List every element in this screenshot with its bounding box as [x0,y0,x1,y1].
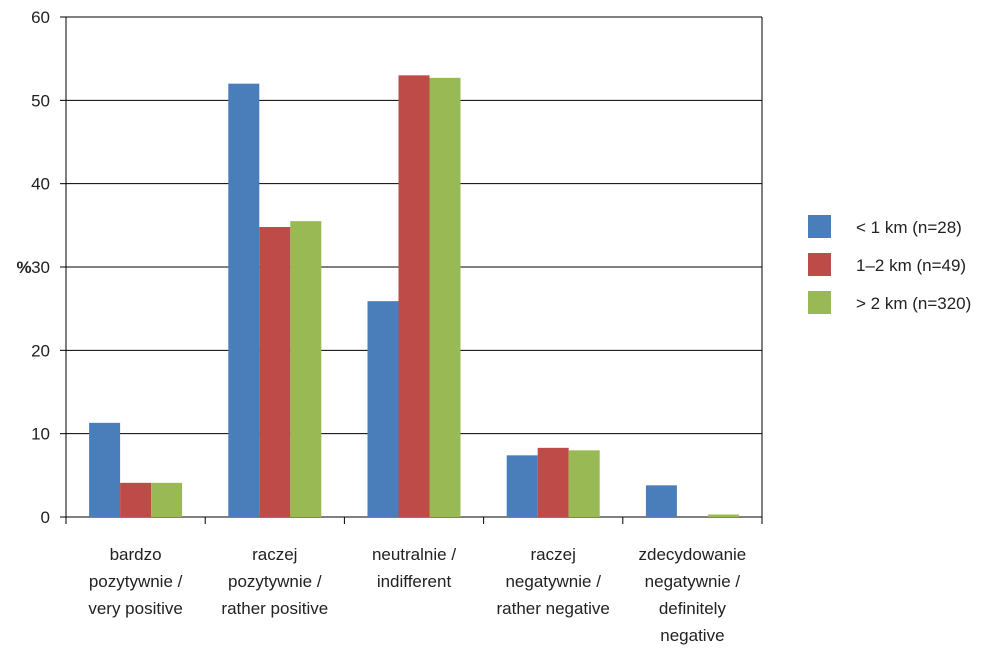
x-tick-label: indifferent [377,572,452,591]
x-tick-label: bardzo [110,545,162,564]
bar [151,482,183,517]
y-tick-label: 10 [31,425,50,444]
x-tick-label: pozytywnie / [228,572,322,591]
x-tick-label: raczej [252,545,297,564]
bar [228,83,260,518]
bar [537,447,569,517]
bar [89,422,121,517]
bar [707,514,739,517]
y-tick-label: 50 [31,91,50,110]
legend-swatch [808,215,831,238]
bar [259,227,291,517]
bar [568,450,600,517]
x-tick-label: raczej [531,545,576,564]
x-tick-label: pozytywnie / [89,572,183,591]
x-tick-label: negatywnie / [645,572,741,591]
x-tick-label: negatywnie / [505,572,601,591]
bar [645,485,677,517]
x-tick-label: very positive [88,599,182,618]
y-axis-title: % [16,258,31,277]
legend-swatch [808,253,831,276]
y-tick-label: 30 [31,258,50,277]
legend-label: 1–2 km (n=49) [856,256,966,275]
legend-label: < 1 km (n=28) [856,218,962,237]
x-tick-label: rather negative [496,599,609,618]
bar [398,75,430,517]
bar [429,77,461,517]
bar [290,221,322,517]
y-tick-label: 40 [31,175,50,194]
y-tick-label: 60 [31,8,50,27]
bar [506,455,538,517]
bar [367,301,399,517]
bar [120,482,152,517]
x-tick-label: neutralnie / [372,545,456,564]
legend-swatch [808,291,831,314]
y-tick-label: 20 [31,341,50,360]
x-tick-label: negative [660,626,724,645]
x-tick-label: definitely [659,599,727,618]
x-tick-label: rather positive [221,599,328,618]
legend-label: > 2 km (n=320) [856,294,971,313]
x-tick-label: zdecydowanie [639,545,747,564]
y-tick-label: 0 [41,508,50,527]
